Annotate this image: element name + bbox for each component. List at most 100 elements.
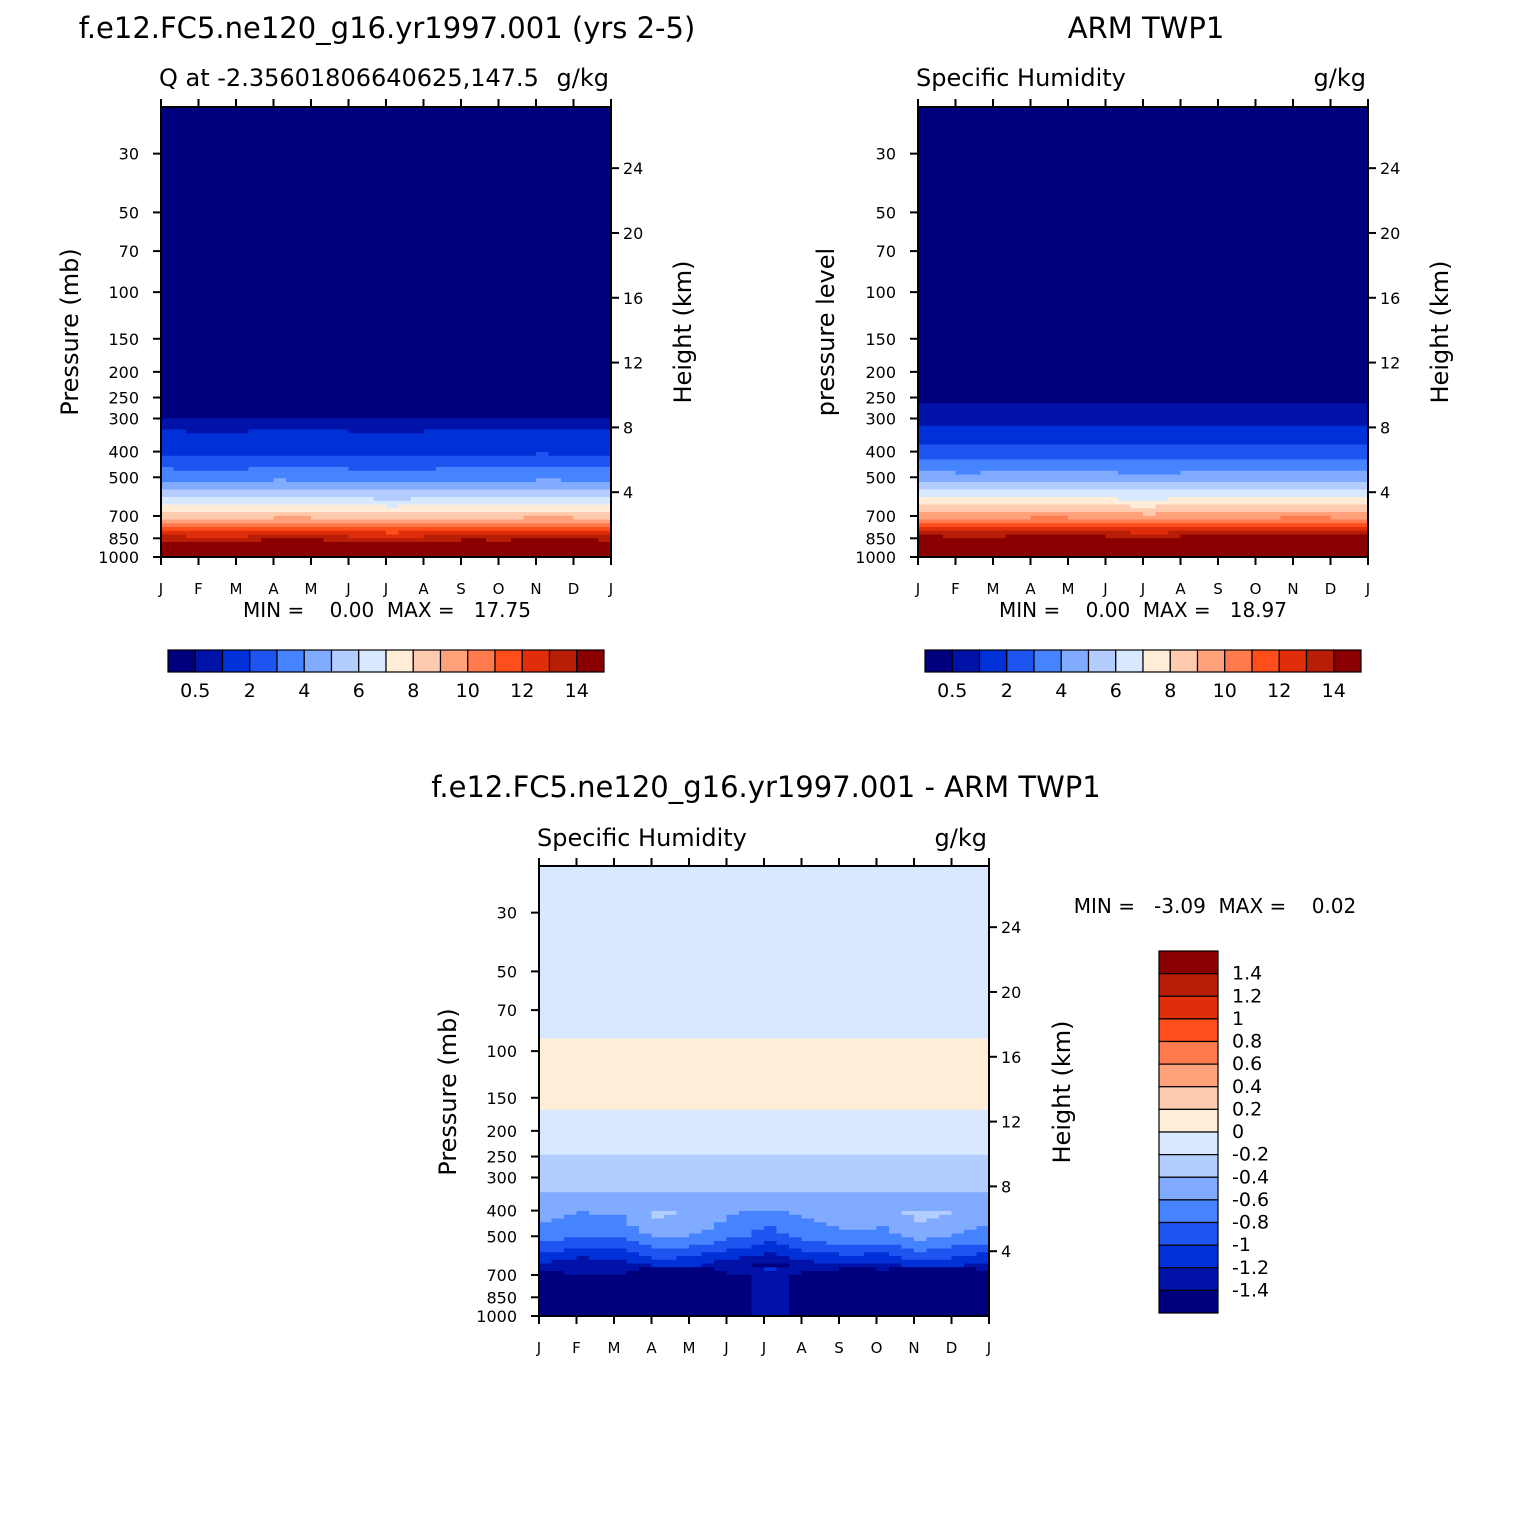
contour-cell bbox=[261, 227, 275, 232]
contour-cell bbox=[211, 384, 225, 389]
contour-cell bbox=[223, 489, 237, 494]
contour-cell bbox=[930, 440, 944, 446]
contour-cell bbox=[473, 133, 487, 138]
contour-cell bbox=[386, 193, 400, 198]
contour-cell bbox=[968, 193, 982, 198]
contour-cell bbox=[523, 305, 537, 311]
contour-cell bbox=[523, 309, 537, 314]
contour-cell bbox=[186, 283, 200, 288]
contour-cell bbox=[161, 504, 175, 509]
contour-cell bbox=[398, 107, 412, 112]
contour-cell bbox=[411, 302, 425, 307]
contour-cell bbox=[561, 122, 575, 127]
contour-cell bbox=[223, 302, 237, 307]
contour-cell bbox=[423, 215, 437, 221]
contour-cell bbox=[968, 403, 982, 408]
contour-cell bbox=[968, 425, 982, 431]
contour-cell bbox=[486, 440, 500, 446]
contour-cell bbox=[261, 354, 275, 359]
contour-cell bbox=[918, 320, 932, 326]
contour-cell bbox=[461, 129, 475, 134]
contour-cell bbox=[398, 354, 412, 359]
contour-cell bbox=[536, 380, 550, 386]
contour-cell bbox=[930, 377, 944, 382]
contour-cell bbox=[298, 159, 312, 164]
contour-cell bbox=[968, 377, 982, 382]
contour-cell bbox=[373, 309, 387, 314]
contour-cell bbox=[511, 122, 525, 127]
contour-cell bbox=[286, 459, 300, 464]
contour-cell bbox=[286, 242, 300, 247]
contour-cell bbox=[498, 148, 512, 153]
contour-cell bbox=[211, 545, 225, 551]
contour-cell bbox=[548, 369, 562, 374]
contour-cell bbox=[573, 215, 587, 221]
contour-cell bbox=[968, 362, 982, 367]
contour-cell bbox=[943, 542, 957, 547]
contour-cell bbox=[211, 182, 225, 187]
contour-cell bbox=[598, 429, 612, 434]
contour-cell bbox=[486, 523, 500, 528]
contour-cell bbox=[536, 410, 550, 416]
contour-cell bbox=[548, 497, 562, 502]
contour-cell bbox=[361, 339, 375, 344]
contour-cell bbox=[548, 523, 562, 528]
contour-cell bbox=[198, 268, 212, 273]
contour-cell bbox=[336, 403, 350, 408]
contour-cell bbox=[323, 324, 337, 329]
contour-cell bbox=[273, 305, 287, 311]
contour-cell bbox=[261, 230, 275, 236]
contour-cell bbox=[423, 174, 437, 179]
contour-cell bbox=[398, 208, 412, 213]
contour-cell bbox=[548, 253, 562, 258]
colorbar-label: 12 bbox=[510, 680, 534, 702]
contour-cell bbox=[361, 452, 375, 457]
contour-cell bbox=[261, 433, 275, 438]
contour-cell bbox=[473, 294, 487, 299]
contour-cell bbox=[273, 392, 287, 397]
contour-cell bbox=[398, 110, 412, 116]
contour-cell bbox=[223, 290, 237, 296]
contour-cell bbox=[498, 399, 512, 404]
contour-cell bbox=[598, 163, 612, 168]
contour-cell bbox=[918, 290, 932, 296]
contour-cell bbox=[448, 219, 462, 224]
contour-cell bbox=[473, 418, 487, 423]
contour-cell bbox=[461, 549, 475, 554]
contour-cell bbox=[486, 260, 500, 266]
contour-cell bbox=[486, 459, 500, 464]
contour-cell bbox=[448, 242, 462, 247]
contour-cell bbox=[186, 350, 200, 356]
contour-cell bbox=[423, 350, 437, 356]
contour-cell bbox=[548, 347, 562, 352]
contour-cell bbox=[586, 185, 600, 191]
contour-cell bbox=[348, 422, 362, 427]
contour-cell bbox=[943, 530, 957, 536]
y-tick-label: 1000 bbox=[98, 548, 139, 567]
contour-cell bbox=[273, 478, 287, 483]
contour-cell bbox=[298, 118, 312, 123]
contour-cell bbox=[411, 208, 425, 213]
contour-cell bbox=[186, 275, 200, 281]
contour-cell bbox=[943, 125, 957, 131]
contour-cell bbox=[348, 114, 362, 119]
contour-cell bbox=[398, 174, 412, 179]
contour-cell bbox=[968, 275, 982, 281]
contour-cell bbox=[323, 245, 337, 251]
contour-cell bbox=[423, 429, 437, 434]
contour-cell bbox=[918, 253, 932, 258]
contour-cell bbox=[411, 493, 425, 498]
contour-cell bbox=[498, 493, 512, 498]
contour-cell bbox=[298, 470, 312, 476]
contour-cell bbox=[273, 122, 287, 127]
contour-cell bbox=[448, 114, 462, 119]
contour-cell bbox=[336, 350, 350, 356]
contour-cell bbox=[173, 290, 187, 296]
contour-cell bbox=[223, 448, 237, 453]
contour-cell bbox=[248, 549, 262, 554]
contour-cell bbox=[398, 125, 412, 131]
contour-cell bbox=[586, 238, 600, 243]
contour-cell bbox=[248, 395, 262, 401]
contour-cell bbox=[411, 482, 425, 487]
contour-cell bbox=[336, 482, 350, 487]
